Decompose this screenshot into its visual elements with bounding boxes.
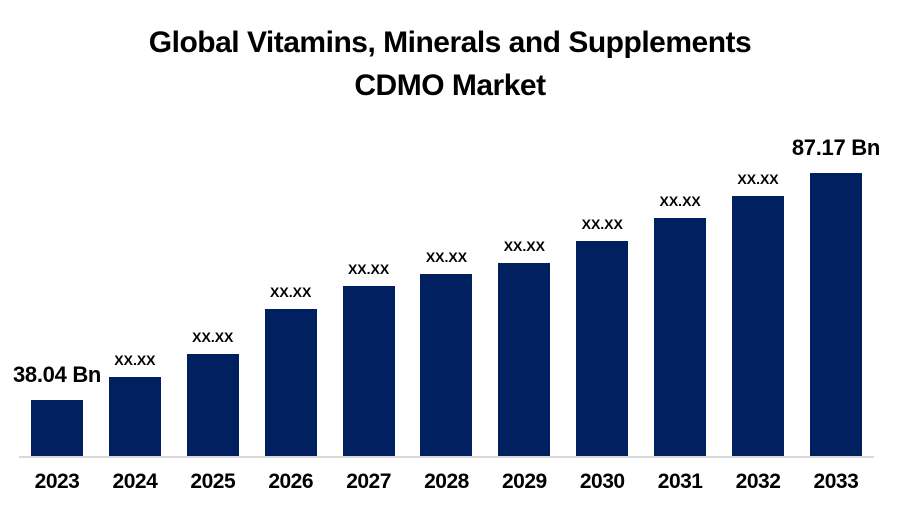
bar-column: 87.17 Bn <box>792 135 880 456</box>
bar <box>420 274 473 456</box>
bar-chart: 38.04 Bn XX.XX XX.XX XX.XX XX.XX XX.XX XX.XX XX… <box>13 130 880 494</box>
chart-title-line1: Global Vitamins, Minerals and Supplement… <box>148 26 752 59</box>
x-axis-line <box>19 456 874 458</box>
x-axis-tick-label: 2027 <box>346 470 391 493</box>
bar <box>576 241 629 456</box>
x-axis-tick-label: 2029 <box>501 470 547 493</box>
bar <box>654 218 707 456</box>
bar-value-label: XX.XX <box>192 329 234 345</box>
x-axis-tick-label: 2030 <box>579 470 625 493</box>
x-axis-tick-label: 2028 <box>424 470 469 493</box>
bar-value-label: XX.XX <box>270 284 312 300</box>
bar-value-label: XX.XX <box>737 171 779 187</box>
chart-title-line2: CDMO Market <box>354 68 546 102</box>
x-axis-tick-label: 2033 <box>813 470 859 493</box>
bar-value-label: XX.XX <box>114 352 156 368</box>
bar <box>264 309 317 456</box>
bar <box>186 354 239 456</box>
bar <box>108 377 161 456</box>
chart-title: Global Vitamins, Minerals and Supplement… <box>0 22 900 107</box>
bar-column: 38.04 Bn <box>13 362 101 456</box>
bar-value-label: XX.XX <box>425 249 468 265</box>
bar-column: XX.XX <box>576 216 629 456</box>
bar <box>809 173 862 456</box>
x-axis-tick-label: 2031 <box>657 470 703 493</box>
bar-column: XX.XX <box>654 193 707 456</box>
bar <box>31 400 83 456</box>
x-axis-tick-label: 2023 <box>34 470 80 493</box>
bar-column: XX.XX <box>498 238 551 456</box>
bar-value-label: XX.XX <box>581 216 623 232</box>
bar-value-label: 87.17 Bn <box>791 135 880 160</box>
bar <box>732 196 785 456</box>
bar-column: XX.XX <box>732 171 785 456</box>
bar-value-label: XX.XX <box>659 193 701 209</box>
bar-column: XX.XX <box>420 249 473 456</box>
bar <box>498 263 551 456</box>
bar-column: XX.XX <box>342 261 395 456</box>
bar-column: XX.XX <box>264 284 317 456</box>
bar-column: XX.XX <box>186 329 239 456</box>
bar <box>342 286 395 456</box>
bar-value-label: XX.XX <box>503 238 545 254</box>
x-axis-tick-label: 2025 <box>190 470 236 493</box>
x-axis-tick-label: 2032 <box>735 470 781 493</box>
bar-value-label: XX.XX <box>347 261 390 277</box>
bars-area: 38.04 Bn XX.XX XX.XX XX.XX XX.XX XX.XX XX.XX XX… <box>13 130 880 456</box>
x-axis-tick-label: 2026 <box>268 470 314 493</box>
x-axis-labels: 2023 2024 2025 2026 2027 2028 2029 2030 2031 2032… <box>19 470 874 494</box>
bar-value-label: 38.04 Bn <box>12 362 102 387</box>
bar-column: XX.XX <box>108 352 161 456</box>
x-axis-tick-label: 2024 <box>112 470 158 493</box>
